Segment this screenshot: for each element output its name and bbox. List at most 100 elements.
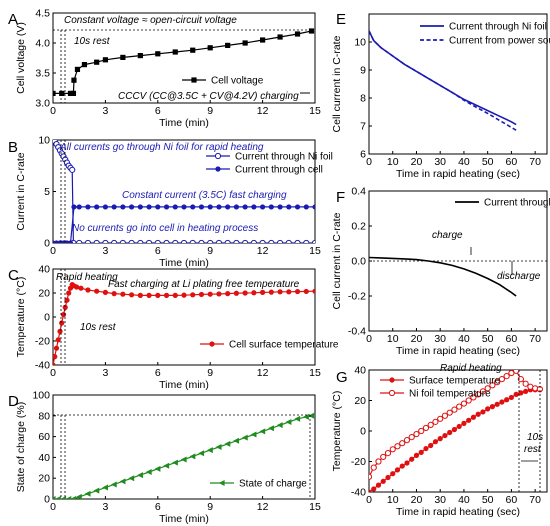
legend-marker <box>215 166 221 172</box>
legend-marker <box>388 389 396 397</box>
data-point <box>81 62 88 68</box>
annotation: 10s rest <box>74 36 111 47</box>
data-point <box>370 464 377 471</box>
data-point <box>120 54 126 60</box>
annotation: Rapid heating <box>56 272 118 283</box>
y-axis-label: Cell voltage (V) <box>15 22 27 94</box>
data-point <box>84 490 91 497</box>
x-tick-label: 12 <box>257 105 269 117</box>
data-point <box>216 291 222 297</box>
data-point <box>268 425 274 432</box>
x-tick-label: 0 <box>366 333 372 345</box>
data-point <box>71 204 77 210</box>
data-point <box>93 487 100 494</box>
x-tick-label: 0 <box>50 367 56 379</box>
data-point <box>110 481 117 488</box>
data-point <box>494 379 501 386</box>
data-point <box>73 284 80 290</box>
data-point <box>145 239 153 243</box>
data-point <box>513 391 519 397</box>
data-point <box>384 450 392 457</box>
data-point <box>308 28 315 34</box>
data-point <box>485 406 491 412</box>
x-tick-label: 15 <box>309 105 321 117</box>
data-point <box>276 239 284 243</box>
y-tick-label: 80 <box>38 410 50 422</box>
data-point <box>513 370 520 374</box>
x-tick-label: 70 <box>529 333 541 345</box>
data-point <box>479 388 487 395</box>
y-tick-label: 40 <box>38 264 50 276</box>
data-point <box>312 288 315 294</box>
data-point <box>399 463 405 469</box>
y-tick-label: 40 <box>38 452 50 464</box>
data-point <box>518 390 524 396</box>
legend-label: Cell surface temperature <box>229 340 339 351</box>
series-group <box>53 412 315 499</box>
data-point <box>260 289 266 295</box>
data-point <box>71 77 77 83</box>
data-point <box>146 204 152 210</box>
data-point <box>422 424 430 432</box>
data-point <box>385 474 391 481</box>
data-point <box>311 239 315 243</box>
x-tick-label: 30 <box>434 333 446 345</box>
y-tick-label: 0 <box>44 312 50 324</box>
legend-label: Surface temperature <box>409 376 501 387</box>
x-tick-label: 12 <box>257 501 269 513</box>
data-point <box>207 45 213 51</box>
data-point <box>53 362 56 365</box>
data-point <box>437 436 443 442</box>
data-point <box>399 440 406 447</box>
data-point <box>163 462 170 469</box>
series-group <box>53 282 315 365</box>
data-point <box>408 434 415 441</box>
data-point <box>437 415 444 422</box>
data-point <box>480 409 486 415</box>
x-tick-label: 6 <box>155 367 161 379</box>
data-point <box>233 290 239 296</box>
data-point <box>66 290 72 296</box>
data-point <box>294 239 301 243</box>
data-point <box>119 478 126 485</box>
data-point <box>224 440 231 447</box>
data-point <box>189 239 196 243</box>
series-line <box>369 256 517 297</box>
x-axis-label: Time in rapid heating (sec) <box>396 506 520 518</box>
y-tick-label: 7 <box>360 121 366 133</box>
chart-panel-a: A 0 3 6 9 12 15 3.0 3.5 4.0 4.5 Time (min) Cell volt… <box>8 8 321 130</box>
legend-marker <box>389 377 395 383</box>
x-tick-label: 12 <box>257 245 269 257</box>
data-point <box>172 459 178 466</box>
panel-label: F <box>336 189 345 206</box>
legend-marker <box>214 152 222 160</box>
data-point <box>216 204 222 210</box>
y-tick-label: 8 <box>360 93 366 105</box>
x-tick-label: 3 <box>102 367 108 379</box>
data-point <box>59 90 65 96</box>
y-tick-label: 40 <box>354 365 366 377</box>
series-line <box>369 389 540 492</box>
data-point <box>303 413 309 420</box>
x-tick-label: 6 <box>155 501 161 513</box>
data-point <box>312 204 315 210</box>
legend-label: State of charge <box>239 479 307 490</box>
y-tick-label: -40 <box>351 487 366 499</box>
data-point <box>475 391 482 398</box>
legend-label: Current from power source <box>449 36 550 47</box>
y-tick-label: 20 <box>38 473 50 485</box>
series-group <box>369 370 543 492</box>
data-point <box>163 292 170 298</box>
data-point <box>441 412 449 419</box>
y-tick-label: 60 <box>38 431 50 443</box>
data-point <box>461 420 467 426</box>
y-tick-label: 0.2 <box>351 221 366 233</box>
series-group <box>369 256 517 297</box>
data-point <box>120 204 126 210</box>
data-point <box>498 376 506 383</box>
data-point <box>53 496 56 499</box>
data-point <box>369 473 373 480</box>
x-tick-label: 40 <box>458 494 470 506</box>
data-point <box>470 394 477 401</box>
